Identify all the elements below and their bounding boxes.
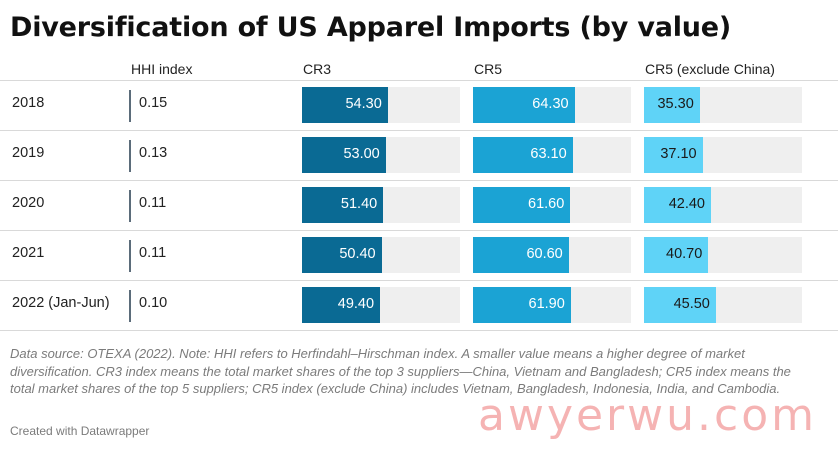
cr3-bar-track: 49.40	[302, 287, 460, 323]
cr3-bar	[302, 187, 384, 223]
cr3-bar	[302, 87, 388, 123]
row-label: 2021	[12, 245, 45, 261]
cr5-value-label: 61.90	[528, 296, 565, 312]
cr5-ex-china-bar	[644, 87, 700, 123]
cr3-bar-track: 51.40	[302, 187, 460, 223]
cr5-ex-china-bar	[644, 137, 703, 173]
cr5-bar-track: 61.90	[473, 287, 631, 323]
table-row: 2018 0.15 54.30 64.30 35.30	[0, 80, 838, 131]
hhi-axis-line	[129, 290, 131, 322]
cr3-value-label: 51.40	[340, 196, 378, 212]
cr5-ex-china-value-label: 42.40	[668, 196, 705, 212]
column-header-hhi: HHI index	[131, 61, 193, 77]
cr5-bar-track: 64.30	[473, 87, 631, 123]
cr5-bar	[473, 237, 569, 273]
cr5-bar	[473, 287, 571, 323]
hhi-value: 0.10	[139, 295, 168, 311]
cr5-value-label: 64.30	[532, 96, 569, 112]
hhi-axis-line	[129, 240, 131, 272]
cr5-ex-china-value-label: 37.10	[660, 146, 697, 162]
cr5-bar	[473, 87, 575, 123]
row-label: 2022 (Jan-Jun)	[12, 295, 110, 311]
cr5-bar-track: 60.60	[473, 237, 631, 273]
cr5-ex-china-value-label: 40.70	[666, 246, 703, 262]
table-row: 2020 0.11 51.40 61.60 42.40	[0, 181, 838, 231]
hhi-value: 0.13	[139, 145, 168, 161]
hhi-value: 0.11	[139, 245, 167, 261]
cr5-ex-china-bar	[644, 187, 711, 223]
row-label: 2019	[12, 145, 45, 161]
hhi-value: 0.15	[139, 95, 168, 111]
cr5-value-label: 63.10	[530, 146, 567, 162]
cr5-bar	[473, 187, 571, 223]
source-note: Data source: OTEXA (2022). Note: HHI ref…	[10, 346, 791, 396]
cr5-value-label: 61.60	[528, 196, 565, 212]
data-table: 2018 0.15 54.30 64.30 35.30 2019 0.13 53.00 63.1…	[0, 80, 838, 331]
table-row: 2021 0.11 50.40 60.60 40.70	[0, 231, 838, 281]
cr5-bar-track: 61.60	[473, 187, 631, 223]
cr5-bar	[473, 137, 573, 173]
row-label: 2018	[12, 95, 45, 111]
cr3-value-label: 53.00	[343, 146, 380, 162]
watermark-logo: awyerwu.com	[478, 390, 817, 441]
cr3-bar	[302, 237, 382, 273]
column-header-cr5-exclude-china: CR5 (exclude China)	[645, 61, 775, 77]
column-header-cr5: CR5	[474, 61, 503, 77]
hhi-axis-line	[129, 90, 131, 122]
datawrapper-credit: Created with Datawrapper	[10, 424, 150, 438]
table-row: 2022 (Jan-Jun) 0.10 49.40 61.90 45.50	[0, 281, 838, 331]
cr5-value-label: 60.60	[526, 246, 563, 262]
cr5-bar-track: 63.10	[473, 137, 631, 173]
cr5-ex-china-value-label: 35.30	[657, 96, 694, 112]
cr5-ex-china-bar	[644, 237, 709, 273]
cr3-value-label: 54.30	[345, 96, 382, 112]
cr3-bar	[302, 287, 381, 323]
cr5-ex-china-value-label: 45.50	[673, 296, 710, 312]
cr5-ex-china-bar-track: 37.10	[644, 137, 802, 173]
cr3-bar-track: 50.40	[302, 237, 460, 273]
cr3-bar-track: 54.30	[302, 87, 460, 123]
chart-title: Diversification of US Apparel Imports (b…	[10, 12, 732, 43]
row-label: 2020	[12, 195, 45, 211]
cr5-ex-china-bar	[644, 287, 716, 323]
hhi-axis-line	[129, 190, 131, 222]
cr5-ex-china-bar-track: 40.70	[644, 237, 802, 273]
column-header-cr3: CR3	[303, 61, 332, 77]
cr5-ex-china-bar-track: 42.40	[644, 187, 802, 223]
hhi-axis-line	[129, 140, 131, 172]
cr3-bar	[302, 137, 386, 173]
cr5-ex-china-bar-track: 45.50	[644, 287, 802, 323]
hhi-value: 0.11	[139, 195, 167, 211]
cr3-value-label: 50.40	[339, 246, 376, 262]
cr3-value-label: 49.40	[337, 296, 375, 312]
cr3-bar-track: 53.00	[302, 137, 460, 173]
table-row: 2019 0.13 53.00 63.10 37.10	[0, 131, 838, 181]
cr5-ex-china-bar-track: 35.30	[644, 87, 802, 123]
